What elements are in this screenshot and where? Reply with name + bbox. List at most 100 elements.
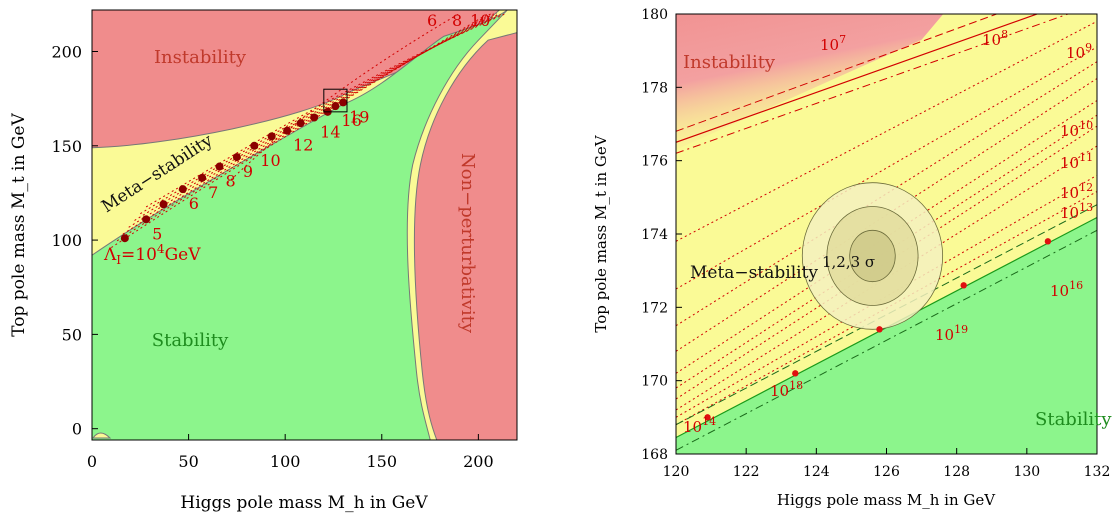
scale-point-label: 14 (320, 123, 340, 142)
y-tick-label: 172 (641, 300, 668, 316)
left-instability-label: Instability (154, 47, 247, 68)
scale-point (310, 113, 319, 122)
x-tick-label: 200 (463, 452, 494, 471)
x-tick-label: 100 (270, 452, 301, 471)
y-tick-label: 176 (641, 154, 668, 170)
scale-point-label: 16 (341, 111, 361, 130)
scale-point (296, 119, 305, 128)
scale-point-label: 7 (208, 183, 218, 202)
zoom-box (323, 88, 348, 113)
left-y-axis-label: Top pole mass M_t in GeV (9, 113, 29, 337)
scale-point (215, 162, 224, 171)
scale-point (120, 234, 129, 243)
sigma-contour-label: 1,2,3 σ (822, 253, 875, 271)
boundary-point (1044, 238, 1052, 245)
scale-label: 1019 (935, 323, 968, 344)
stability-boundary-dashed (676, 204, 1097, 426)
right-x-axis: 120 122 124 126 128 130 132 (663, 448, 1111, 480)
scale-point (198, 173, 207, 182)
scale-label: 1014 (683, 415, 716, 436)
scale-label: 1011 (1060, 151, 1093, 172)
top-label-6: 6 (427, 11, 437, 30)
scale-curve-left (145, 13, 506, 208)
scale-label: 107 (820, 33, 846, 54)
boundary-point (876, 326, 883, 333)
scale-point-label: 10 (260, 151, 280, 170)
x-tick-label: 128 (943, 464, 970, 480)
right-metastability-label: Meta−stability (690, 263, 818, 283)
scale-point (250, 141, 259, 150)
scale-label: 108 (982, 28, 1008, 49)
scale-label: 1018 (770, 379, 803, 400)
x-tick-label: 122 (733, 464, 760, 480)
scale-point (267, 132, 276, 141)
nonperturbativity-region-left (413, 32, 517, 440)
scale-line-dashed (676, 14, 999, 132)
boundary-point (960, 282, 967, 289)
x-tick-label: 0 (87, 452, 97, 471)
y-tick-label: 178 (641, 80, 668, 96)
y-tick-label: 180 (641, 7, 668, 23)
x-tick-label: 132 (1084, 464, 1111, 480)
scale-point-label: 19 (349, 107, 369, 126)
x-tick-label: 120 (663, 464, 690, 480)
y-tick-label: 0 (72, 420, 82, 439)
scale-point-label: 8 (226, 172, 236, 191)
x-tick-label: 150 (366, 452, 397, 471)
scale-label: 1013 (1060, 201, 1093, 222)
scale-line-solid (676, 14, 1039, 143)
top-label-8: 8 (452, 11, 462, 30)
x-tick-label: 50 (178, 452, 198, 471)
y-tick-label: 174 (641, 227, 668, 243)
right-stability-label: Stability (1035, 409, 1112, 430)
lambda-i-label: ΛI=104GeV (103, 242, 201, 267)
scale-point (232, 153, 241, 162)
right-plot: 120 122 124 126 128 130 132 168 170 172 174 176 178… (592, 7, 1112, 509)
right-y-axis-label: Top pole mass M_t in GeV (592, 134, 610, 332)
left-y-axis: 0 50 100 150 200 (51, 42, 98, 439)
scale-point-label: 6 (189, 194, 199, 213)
instability-scale-points (120, 98, 348, 243)
origin-bump (92, 432, 112, 439)
left-stability-label: Stability (152, 330, 229, 351)
top-label-10: 10 (470, 11, 490, 30)
x-tick-label: 126 (873, 464, 900, 480)
y-tick-label: 168 (641, 447, 668, 463)
scale-label: 1010 (1060, 119, 1093, 140)
y-tick-label: 170 (641, 374, 668, 390)
y-tick-label: 50 (62, 325, 82, 344)
scale-line-dashdot (676, 14, 1070, 154)
scale-point (159, 200, 168, 209)
stability-region-right (676, 217, 1097, 454)
right-instability-label: Instability (683, 52, 776, 73)
y-tick-label: 150 (51, 137, 82, 156)
x-tick-label: 130 (1013, 464, 1040, 480)
boundary-points (704, 238, 1052, 421)
scale-point-label: 12 (293, 136, 313, 155)
scale-curve-left (226, 13, 460, 184)
scale-point-label: 5 (152, 224, 162, 243)
scale-point (283, 126, 292, 135)
scale-label: 1012 (1060, 181, 1093, 202)
boundary-point (792, 370, 799, 377)
scale-point (331, 102, 340, 111)
y-tick-label: 100 (51, 231, 82, 250)
scale-point-label: 9 (243, 162, 253, 181)
left-x-axis: 0 50 100 150 200 (87, 434, 494, 471)
scale-label: 1016 (1050, 279, 1083, 300)
scale-line-dotted (676, 46, 1097, 290)
stability-boundary-dashed (676, 229, 1097, 451)
scale-point (339, 98, 348, 107)
right-y-axis: 168 170 172 174 176 178 180 (641, 7, 682, 463)
right-x-axis-label: Higgs pole mass M_h in GeV (777, 491, 996, 509)
scale-point (178, 185, 187, 194)
scale-line-dotted (676, 20, 1097, 242)
left-top-labels: 6 8 10 (427, 11, 490, 30)
scale-line-dotted (676, 174, 1097, 418)
scale-point (142, 215, 151, 224)
left-plot-frame (91, 9, 518, 441)
scale-label: 109 (1066, 41, 1092, 62)
left-nonperturbativity-label: Non−perturbativity (457, 153, 478, 334)
instability-region-right (676, 14, 944, 150)
